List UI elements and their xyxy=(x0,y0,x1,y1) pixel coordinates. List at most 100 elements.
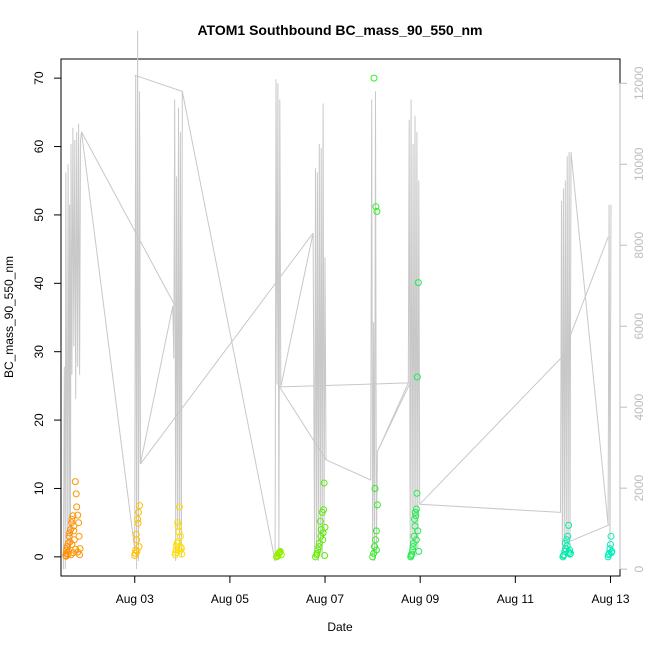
data-point xyxy=(607,532,615,540)
data-point xyxy=(370,74,378,82)
data-point xyxy=(372,546,380,554)
y2-tick-label: 10000 xyxy=(632,147,646,181)
data-point xyxy=(174,538,182,546)
data-point xyxy=(314,546,322,554)
y2-tick-label: 4000 xyxy=(632,394,646,421)
data-point xyxy=(373,501,381,509)
y-axis-left: 0 10 20 30 40 50 60 70 xyxy=(32,71,61,560)
data-point xyxy=(69,512,77,520)
data-point xyxy=(131,549,139,557)
data-point xyxy=(412,505,420,513)
data-point xyxy=(372,536,379,544)
y2-tick-label: 2000 xyxy=(632,474,646,501)
data-point xyxy=(412,536,420,544)
data-point xyxy=(173,542,181,550)
data-point xyxy=(73,503,81,511)
data-point xyxy=(369,553,377,561)
data-point xyxy=(317,526,325,533)
y-tick-label: 50 xyxy=(32,208,46,222)
right-axis-connector-line xyxy=(419,358,561,505)
data-point xyxy=(414,279,422,287)
x-tick-label: Aug 03 xyxy=(116,592,154,606)
y2-tick-label: 8000 xyxy=(632,232,646,259)
data-point xyxy=(134,515,142,523)
data-point xyxy=(133,547,141,555)
y-tick-label: 30 xyxy=(32,345,46,359)
data-point xyxy=(176,547,184,555)
data-point xyxy=(275,549,283,557)
data-point xyxy=(276,548,284,556)
x-tick-label: Aug 07 xyxy=(306,592,344,606)
data-point xyxy=(68,515,76,523)
right-axis-connector-line xyxy=(276,382,327,461)
right-axis-connector-line xyxy=(134,74,183,92)
data-point xyxy=(319,536,327,544)
data-point xyxy=(66,529,74,537)
data-point xyxy=(72,490,80,498)
data-point xyxy=(319,529,327,537)
data-point xyxy=(564,532,572,540)
data-point xyxy=(371,543,378,551)
data-point xyxy=(173,539,181,547)
data-point xyxy=(178,550,186,558)
y-axis-right: 0 2000 4000 6000 8000 10000 12000 xyxy=(619,66,646,572)
right-axis-connector-line xyxy=(139,232,314,465)
data-point xyxy=(566,550,574,558)
data-point xyxy=(76,551,84,559)
points-layer xyxy=(62,74,616,561)
data-point xyxy=(565,521,573,529)
data-point xyxy=(64,539,72,547)
data-point xyxy=(410,532,418,540)
right-axis-connector-line xyxy=(376,382,411,452)
data-point xyxy=(134,519,142,527)
data-point xyxy=(607,549,615,557)
right-axis-connector-line xyxy=(561,236,609,359)
y-tick-label: 40 xyxy=(32,276,46,290)
data-point xyxy=(411,515,418,523)
data-point xyxy=(413,373,421,381)
right-axis-connector-line xyxy=(81,131,176,307)
data-point xyxy=(64,550,72,558)
y2-tick-label: 6000 xyxy=(632,313,646,340)
data-point xyxy=(74,511,82,519)
data-point xyxy=(316,517,324,525)
data-point xyxy=(607,541,614,548)
data-point xyxy=(62,552,70,560)
x-tick-label: Aug 13 xyxy=(591,592,629,606)
data-point xyxy=(320,506,328,514)
y-tick-label: 20 xyxy=(32,413,46,427)
data-point xyxy=(70,527,78,535)
data-point xyxy=(559,552,567,559)
data-point xyxy=(68,541,76,548)
x-axis-label: Date xyxy=(327,620,353,634)
data-point xyxy=(371,485,379,492)
right-axis-series-layer xyxy=(62,30,612,570)
y-tick-label: 60 xyxy=(32,140,46,154)
data-point xyxy=(372,527,380,535)
data-point xyxy=(372,203,380,211)
data-point xyxy=(373,208,381,215)
data-point xyxy=(315,543,323,551)
data-point xyxy=(71,478,79,486)
data-point xyxy=(415,547,423,555)
x-tick-label: Aug 05 xyxy=(211,592,249,606)
right-axis-connector-line xyxy=(570,524,611,542)
x-axis: Aug 03 Aug 05 Aug 07 Aug 09 Aug 11 Aug 13 xyxy=(116,575,630,606)
data-point xyxy=(70,522,78,530)
data-point xyxy=(407,552,415,559)
x-tick-label: Aug 11 xyxy=(497,592,534,606)
data-point xyxy=(174,519,182,527)
x-tick-label: Aug 09 xyxy=(401,592,439,606)
data-point xyxy=(176,503,183,511)
data-point xyxy=(321,552,329,559)
y-tick-label: 10 xyxy=(32,481,46,495)
y2-tick-label: 12000 xyxy=(632,66,646,100)
y-axis-label: BC_mass_90_550_nm xyxy=(2,256,16,378)
data-point xyxy=(411,508,419,516)
data-point xyxy=(135,508,142,516)
data-point xyxy=(177,543,185,551)
y2-tick-label: 0 xyxy=(632,565,646,572)
data-point xyxy=(409,543,417,551)
right-axis-connector-line xyxy=(280,382,410,388)
